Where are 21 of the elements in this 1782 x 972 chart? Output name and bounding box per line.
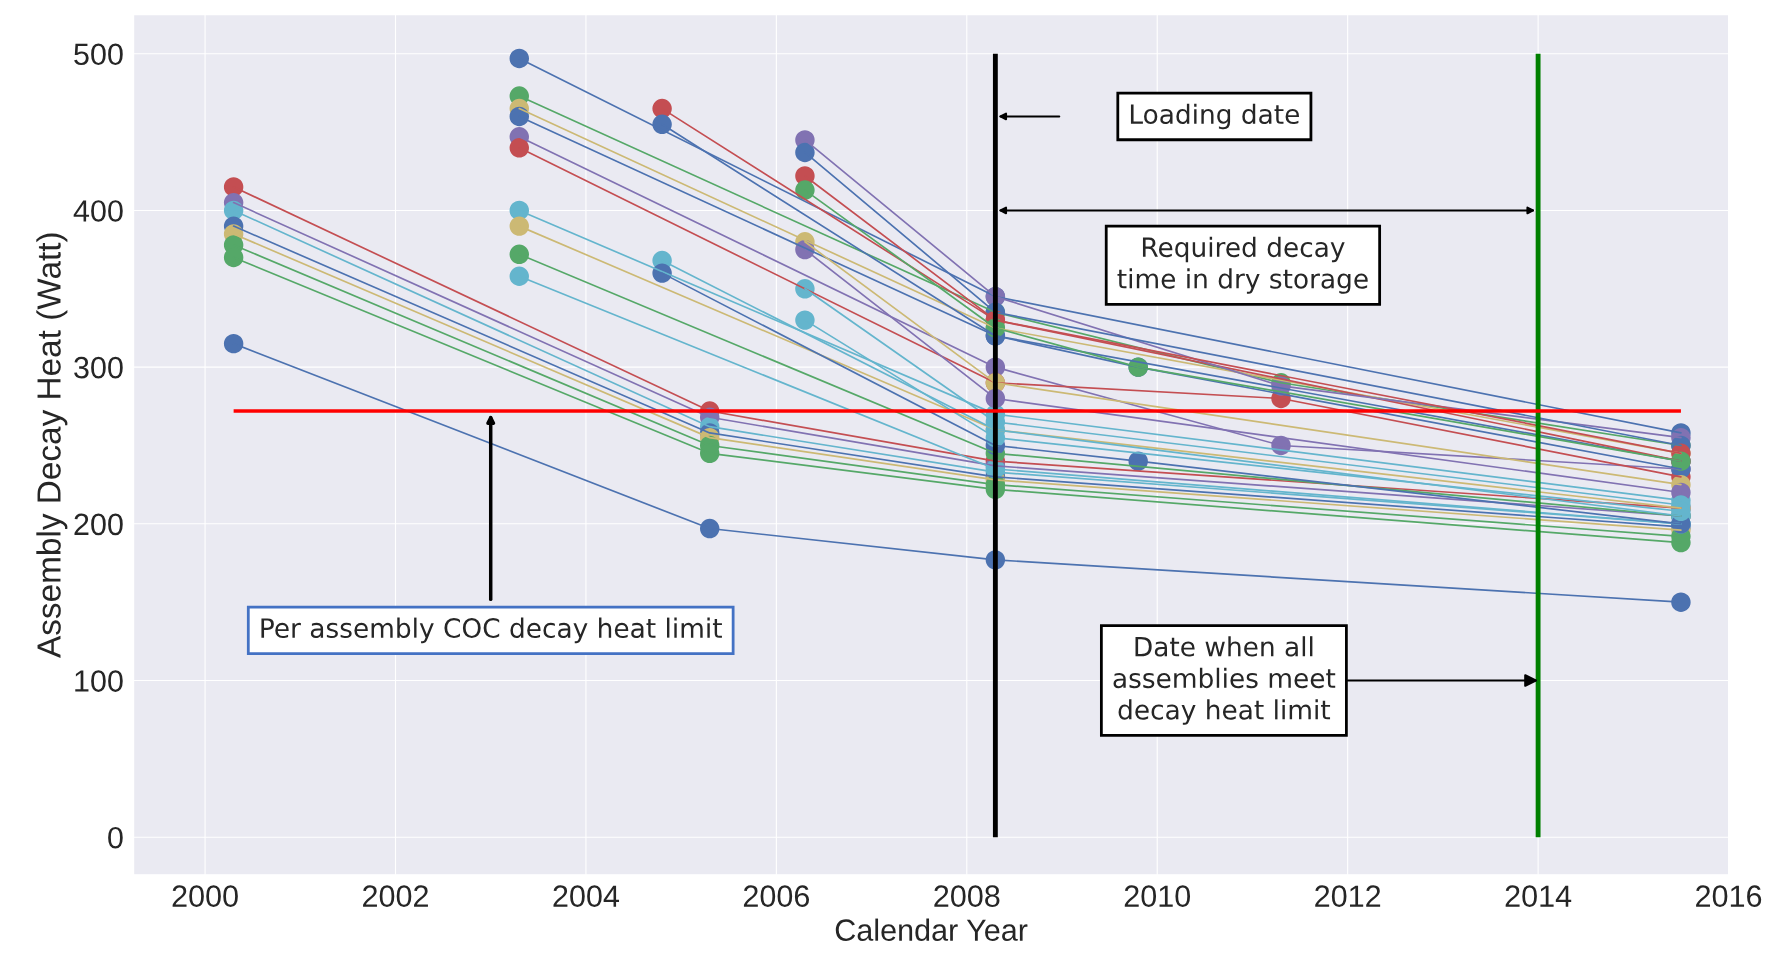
x-tick-label: 2002 — [363, 885, 428, 907]
annotation: Loading date — [1130, 103, 1299, 130]
y-tick-label: 200 — [74, 513, 123, 536]
x-tick-label: 2004 — [553, 885, 620, 907]
y-axis-title: Assembly Decay Heat (Watt) — [36, 233, 68, 658]
x-tick-label: 2006 — [743, 885, 810, 907]
x-axis-title: Calendar Year — [835, 918, 1028, 942]
y-tick-label: 400 — [73, 200, 123, 222]
annotation: Date when all assemblies meet decay heat limit — [1113, 636, 1336, 725]
y-tick-label: 300 — [74, 356, 123, 379]
y-tick-label: 0 — [108, 826, 123, 849]
annotation: Per assembly COC decay heat limit — [261, 617, 722, 644]
x-tick-label: 2010 — [1124, 885, 1191, 907]
x-tick-label: 2000 — [172, 885, 238, 907]
y-tick-label: 100 — [75, 670, 123, 692]
y-tick-label: 500 — [74, 43, 123, 66]
x-tick-label: 2016 — [1696, 885, 1762, 907]
annotation: Required decay time in dry storage — [1117, 236, 1368, 294]
x-tick-label: 2008 — [934, 885, 1000, 907]
x-tick-label: 2014 — [1505, 885, 1572, 907]
x-tick-label: 2012 — [1315, 885, 1381, 907]
